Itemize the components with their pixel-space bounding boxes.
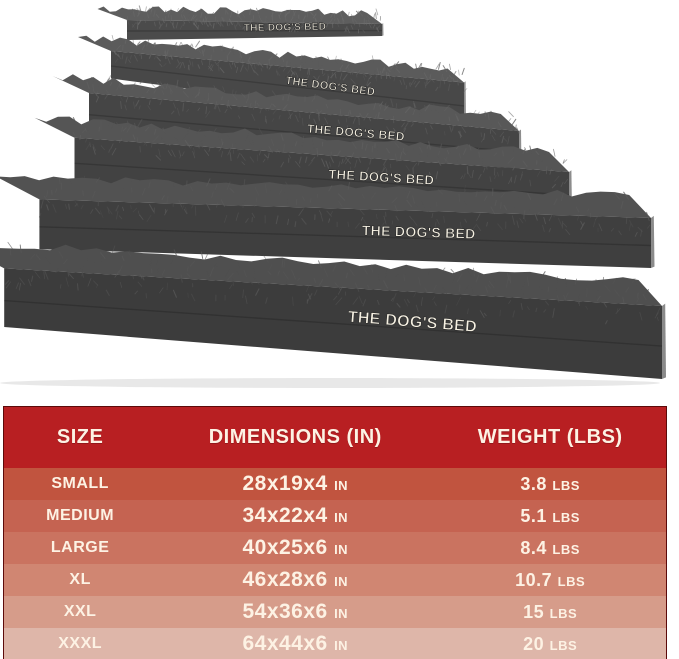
svg-text:THE DOG'S BED: THE DOG'S BED <box>244 22 327 34</box>
